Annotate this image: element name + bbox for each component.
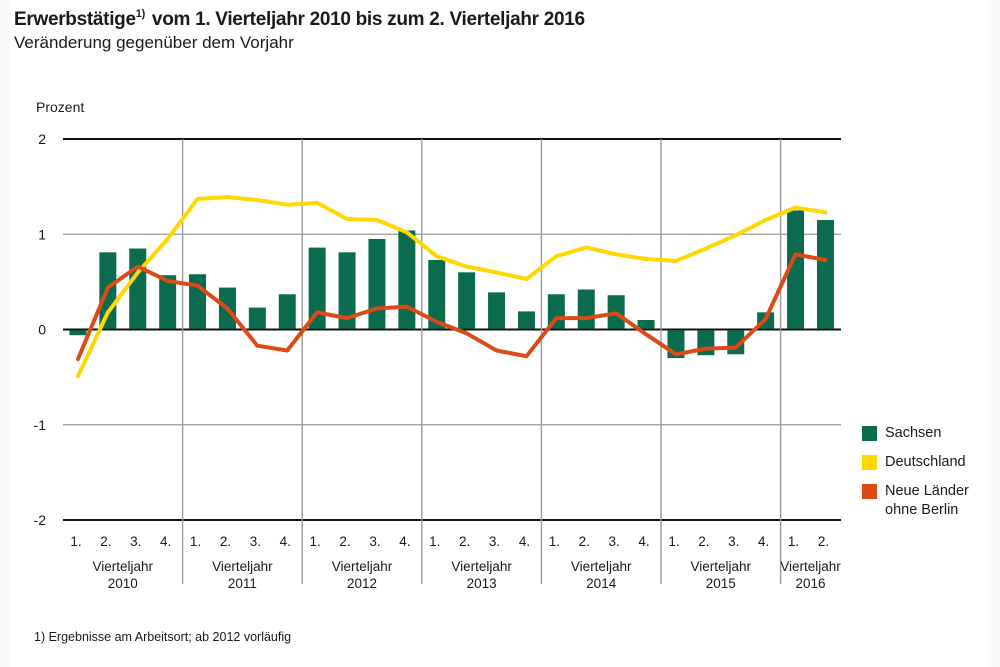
x-group-year: 2010 — [108, 576, 138, 591]
y-tick-label: -1 — [34, 417, 47, 433]
x-tick-label: 4. — [638, 534, 649, 549]
x-tick-label: 2. — [579, 534, 590, 549]
bar-sachsen — [577, 289, 595, 330]
x-group-year: 2015 — [706, 576, 736, 591]
bar-sachsen — [129, 248, 147, 330]
y-axis-label: Prozent — [36, 99, 84, 115]
line-deutschland — [76, 195, 828, 379]
x-group-label: Vierteljahr — [451, 559, 512, 574]
legend-item-sachsen: Sachsen — [862, 424, 1000, 443]
x-group-label: Vierteljahr — [780, 559, 841, 574]
y-tick-label: 1 — [38, 226, 46, 242]
legend-label-sachsen: Sachsen — [885, 425, 942, 441]
x-tick-label: 3. — [609, 534, 620, 549]
x-group-label: Vierteljahr — [691, 559, 752, 574]
line-neue-l-nder-ohne-berlin — [76, 252, 828, 361]
bar-sachsen — [517, 311, 535, 330]
x-group-label: Vierteljahr — [212, 559, 273, 574]
bar-sachsen — [816, 219, 834, 330]
x-tick-label: 4. — [519, 534, 530, 549]
x-tick-label: 4. — [399, 534, 410, 549]
x-group-year: 2014 — [586, 576, 617, 591]
x-tick-label: 2. — [100, 534, 111, 549]
x-tick-label: 1. — [310, 534, 321, 549]
x-group-year: 2012 — [347, 576, 377, 591]
x-tick-label: 2. — [459, 534, 470, 549]
x-tick-label: 1. — [190, 534, 201, 549]
page-edge-left — [0, 0, 10, 667]
legend-label-deutschland: Deutschland — [885, 454, 966, 470]
bar-sachsen — [338, 252, 356, 330]
bar-sachsen — [488, 292, 506, 330]
x-tick-label: 1. — [70, 534, 81, 549]
bar-sachsen — [458, 272, 476, 330]
legend-item-deutschland: Deutschland — [862, 453, 1000, 472]
x-tick-label: 1. — [668, 534, 679, 549]
bar-sachsen — [368, 239, 386, 330]
bar-sachsen — [637, 319, 655, 330]
legend-item-neue-laender: Neue Länder ohne Berlin — [862, 482, 1000, 520]
x-tick-label: 4. — [280, 534, 291, 549]
x-tick-label: 4. — [758, 534, 769, 549]
x-tick-label: 3. — [369, 534, 380, 549]
bar-sachsen — [787, 210, 805, 330]
x-group-label: Vierteljahr — [93, 559, 154, 574]
x-tick-label: 2. — [698, 534, 709, 549]
x-tick-label: 2. — [818, 534, 829, 549]
bar-sachsen — [428, 259, 446, 330]
page-edge-right — [988, 0, 1000, 667]
x-tick-label: 3. — [489, 534, 500, 549]
chart-title-main: Erwerbstätige — [14, 9, 136, 30]
bar-sachsen — [189, 274, 207, 330]
footnote: 1) Ergebnisse am Arbeitsort; ab 2012 vor… — [34, 630, 292, 644]
bar-sachsen — [159, 275, 177, 330]
x-group-year: 2013 — [467, 576, 497, 591]
bar-sachsen — [278, 294, 296, 330]
chart-subtitle: Veränderung gegenüber dem Vorjahr — [14, 33, 294, 52]
y-tick-label: 2 — [38, 131, 46, 147]
x-group-label: Vierteljahr — [571, 559, 632, 574]
y-tick-label: -2 — [34, 512, 47, 528]
title-footnote-marker: 1) — [135, 8, 145, 20]
x-tick-label: 2. — [220, 534, 231, 549]
x-axis-labels: 1. 2. 3. 4. Vierteljahr 2010 1. 2. 3. 4. Viertelja… — [70, 534, 841, 591]
chart-title: Erwerbstätige1) vom 1. Vierteljahr 2010 … — [14, 8, 585, 31]
x-tick-label: 4. — [160, 534, 171, 549]
x-tick-label: 1. — [788, 534, 799, 549]
bar-sachsen — [248, 307, 266, 330]
bar-sachsen — [308, 247, 326, 330]
x-tick-label: 2. — [339, 534, 350, 549]
x-tick-label: 3. — [250, 534, 261, 549]
x-tick-label: 3. — [130, 534, 141, 549]
year-separator-layer — [181, 139, 782, 584]
bar-sachsen — [398, 230, 416, 330]
line-layer — [76, 195, 828, 379]
x-group-label: Vierteljahr — [332, 559, 393, 574]
legend-swatch-neue-laender — [862, 484, 877, 499]
legend-label-neue-laender: Neue Länder ohne Berlin — [885, 483, 969, 518]
bar-sachsen — [69, 329, 87, 336]
legend: Sachsen Deutschland Neue Länder ohne Ber… — [862, 424, 1000, 530]
chart-title-rest: vom 1. Vierteljahr 2010 bis zum 2. Viert… — [146, 9, 585, 30]
legend-swatch-sachsen — [862, 426, 877, 441]
x-tick-label: 1. — [549, 534, 560, 549]
x-group-year: 2016 — [795, 576, 825, 591]
legend-swatch-deutschland — [862, 455, 877, 470]
x-group-year: 2011 — [228, 576, 257, 591]
x-tick-label: 1. — [429, 534, 440, 549]
y-tick-label: 0 — [38, 322, 46, 338]
x-tick-label: 3. — [728, 534, 739, 549]
